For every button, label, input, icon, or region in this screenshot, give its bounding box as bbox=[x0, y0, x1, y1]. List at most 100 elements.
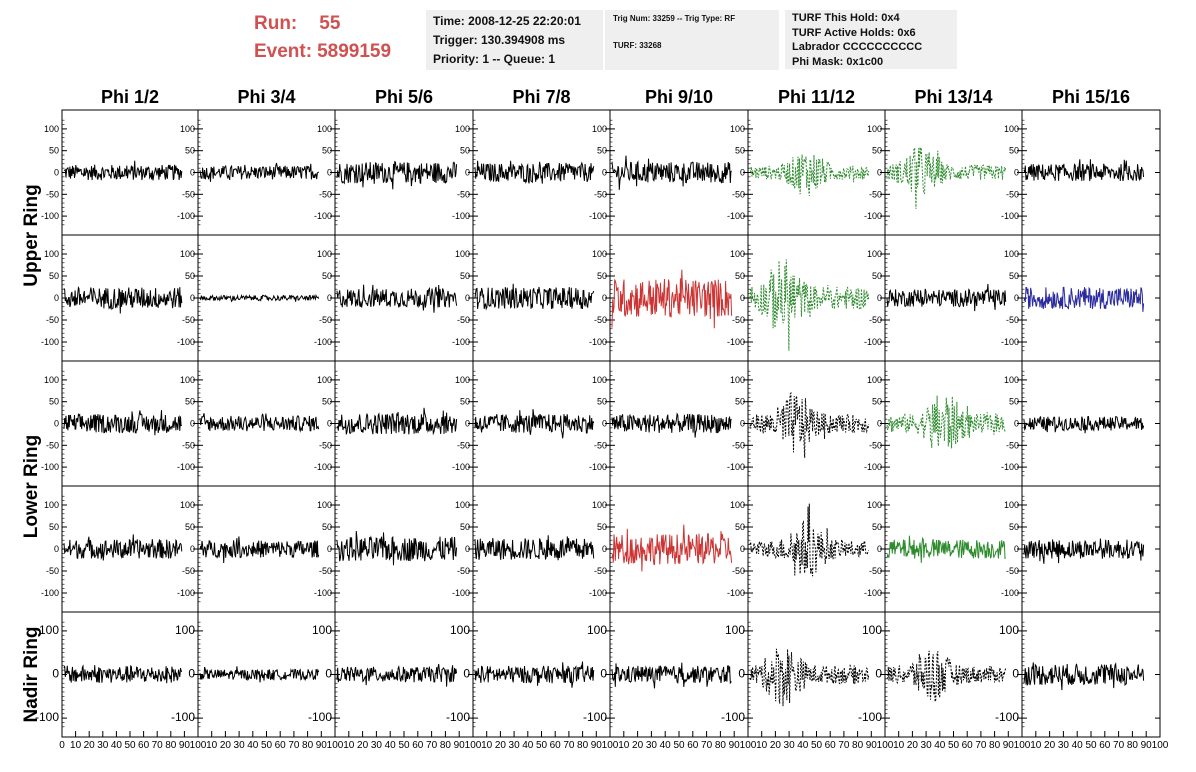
y-tick-label: -100 bbox=[858, 710, 882, 724]
y-tick-label: -100 bbox=[583, 710, 607, 724]
x-tick-label: 90 bbox=[179, 740, 191, 751]
trigger-text: Trigger: 130.394908 ms bbox=[433, 33, 566, 47]
y-tick-label: -100 bbox=[308, 710, 332, 724]
y-tick-label: -50 bbox=[594, 566, 607, 576]
x-tick-label: 90 bbox=[1141, 740, 1153, 751]
y-tick-label: -100 bbox=[452, 337, 470, 347]
waveform-trace bbox=[474, 535, 595, 561]
x-tick-label: 30 bbox=[784, 740, 796, 751]
y-tick-label: 50 bbox=[872, 397, 882, 407]
y-tick-label: 100 bbox=[725, 623, 745, 637]
y-tick-label: -100 bbox=[35, 710, 59, 724]
y-tick-label: 0 bbox=[465, 544, 470, 554]
y-tick-label: 50 bbox=[460, 522, 470, 532]
y-tick-label: 50 bbox=[322, 146, 332, 156]
y-tick-label: -100 bbox=[314, 462, 332, 472]
x-tick-label: 50 bbox=[536, 740, 548, 751]
y-tick-label: -100 bbox=[1001, 337, 1019, 347]
x-tick-label: 50 bbox=[261, 740, 273, 751]
waveform-trace bbox=[63, 160, 183, 181]
x-tick-label: 10 bbox=[206, 740, 218, 751]
x-tick-label: 80 bbox=[715, 740, 727, 751]
y-tick-label: 0 bbox=[54, 544, 59, 554]
y-tick-label: -50 bbox=[319, 566, 332, 576]
y-tick-label: 0 bbox=[877, 544, 882, 554]
y-tick-label: 50 bbox=[872, 271, 882, 281]
x-tick-label: 10 bbox=[893, 740, 905, 751]
x-tick-label: 30 bbox=[646, 740, 658, 751]
y-tick-label: 0 bbox=[602, 168, 607, 178]
y-tick-label: 100 bbox=[1004, 124, 1019, 134]
y-tick-label: 50 bbox=[1009, 146, 1019, 156]
x-tick-label: 50 bbox=[811, 740, 823, 751]
column-label-6: Phi 11/12 bbox=[778, 87, 855, 107]
x-tick-label: 60 bbox=[138, 740, 150, 751]
y-tick-label: 50 bbox=[49, 146, 59, 156]
x-tick-label: 40 bbox=[660, 740, 672, 751]
phi-mask-text: Phi Mask: 0x1c00 bbox=[792, 55, 884, 68]
y-tick-label: 100 bbox=[455, 249, 470, 259]
y-tick-label: 100 bbox=[175, 623, 195, 637]
y-tick-label: -100 bbox=[314, 211, 332, 221]
run-value: 55 bbox=[319, 13, 341, 34]
y-tick-label: 100 bbox=[44, 249, 59, 259]
y-tick-label: 0 bbox=[465, 293, 470, 303]
y-tick-label: 50 bbox=[1009, 397, 1019, 407]
y-tick-label: 100 bbox=[180, 249, 195, 259]
x-tick-label: 50 bbox=[124, 740, 136, 751]
y-tick-label: 0 bbox=[600, 667, 607, 681]
labrador-text: Labrador CCCCCCCCCC bbox=[792, 41, 923, 53]
waveform-trace bbox=[474, 160, 595, 184]
y-tick-label: 50 bbox=[597, 397, 607, 407]
x-tick-label: 90 bbox=[591, 740, 603, 751]
waveform-trace bbox=[63, 664, 183, 684]
y-tick-label: 0 bbox=[1014, 419, 1019, 429]
waveform-trace bbox=[749, 154, 870, 197]
y-tick-label: -50 bbox=[46, 440, 59, 450]
x-tick-label: 80 bbox=[852, 740, 864, 751]
waveform-trace bbox=[336, 284, 458, 313]
y-tick-label: 100 bbox=[1004, 500, 1019, 510]
x-tick-label: 50 bbox=[398, 740, 410, 751]
run-event-info: Run: 55 Event: 5899159 bbox=[254, 10, 391, 66]
y-tick-label: 100 bbox=[44, 124, 59, 134]
y-tick-label: -100 bbox=[589, 337, 607, 347]
y-tick-label: 0 bbox=[52, 667, 59, 681]
column-label-8: Phi 15/16 bbox=[1052, 87, 1130, 107]
y-tick-label: 50 bbox=[322, 522, 332, 532]
y-tick-label: 100 bbox=[867, 249, 882, 259]
x-tick-label: 10 bbox=[343, 740, 355, 751]
y-tick-label: -50 bbox=[594, 440, 607, 450]
y-tick-label: -50 bbox=[869, 566, 882, 576]
x-tick-label: 90 bbox=[729, 740, 741, 751]
x-tick-label: 70 bbox=[1113, 740, 1125, 751]
y-tick-label: 50 bbox=[185, 397, 195, 407]
x-tick-label: 30 bbox=[509, 740, 521, 751]
y-tick-label: -100 bbox=[864, 211, 882, 221]
waveform-trace bbox=[1023, 415, 1145, 434]
x-tick-label: 60 bbox=[687, 740, 699, 751]
y-tick-label: 0 bbox=[602, 293, 607, 303]
y-tick-label: 0 bbox=[1012, 667, 1019, 681]
y-tick-label: 100 bbox=[730, 375, 745, 385]
y-tick-label: 100 bbox=[592, 249, 607, 259]
y-tick-label: 100 bbox=[592, 375, 607, 385]
waveform-trace bbox=[336, 530, 458, 566]
turf-text: TURF: 33268 bbox=[613, 41, 662, 50]
time-text: Time: 2008-12-25 22:20:01 bbox=[433, 14, 581, 28]
y-tick-label: 0 bbox=[327, 168, 332, 178]
y-tick-label: 50 bbox=[460, 146, 470, 156]
y-tick-label: 50 bbox=[735, 146, 745, 156]
y-tick-label: 100 bbox=[312, 623, 332, 637]
y-tick-label: 0 bbox=[190, 293, 195, 303]
x-tick-label: 20 bbox=[84, 740, 96, 751]
y-tick-label: -50 bbox=[869, 189, 882, 199]
x-tick-label: 80 bbox=[165, 740, 177, 751]
waveform-trace bbox=[749, 503, 870, 577]
x-tick-label: 50 bbox=[673, 740, 685, 751]
y-tick-label: 100 bbox=[39, 623, 59, 637]
y-tick-label: -50 bbox=[457, 440, 470, 450]
x-tick-label: 40 bbox=[797, 740, 809, 751]
x-tick-label: 20 bbox=[632, 740, 644, 751]
x-tick-label: 20 bbox=[770, 740, 782, 751]
